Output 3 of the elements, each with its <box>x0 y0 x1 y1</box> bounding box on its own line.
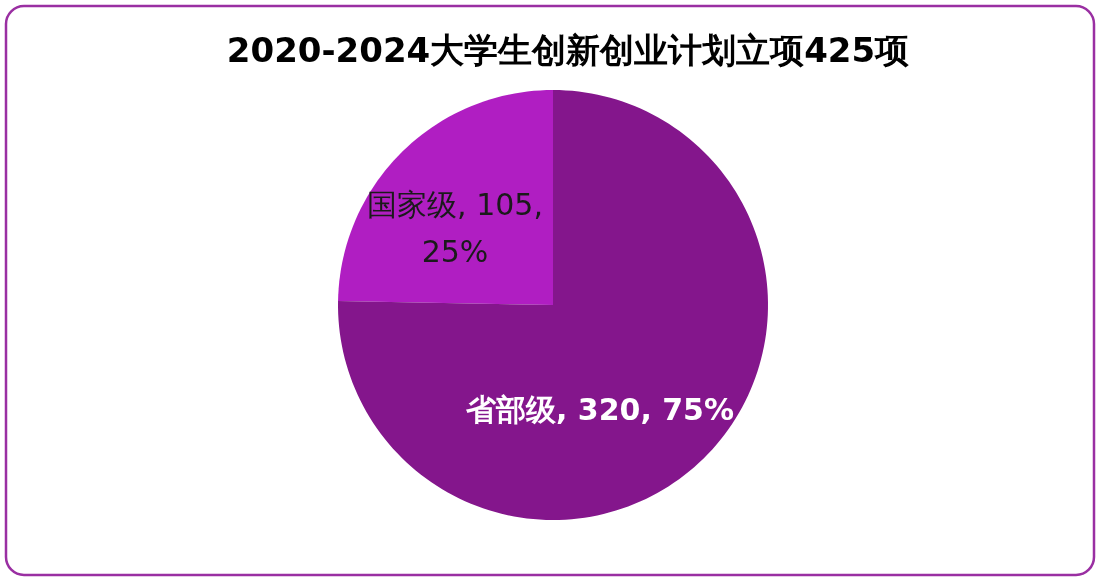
slice-label: 省部级, 320, 75% <box>464 392 735 427</box>
slice-label: 国家级, 105, 25% <box>367 187 543 269</box>
chart-title: 2020-2024大学生创新创业计划立项425项 <box>226 30 910 70</box>
